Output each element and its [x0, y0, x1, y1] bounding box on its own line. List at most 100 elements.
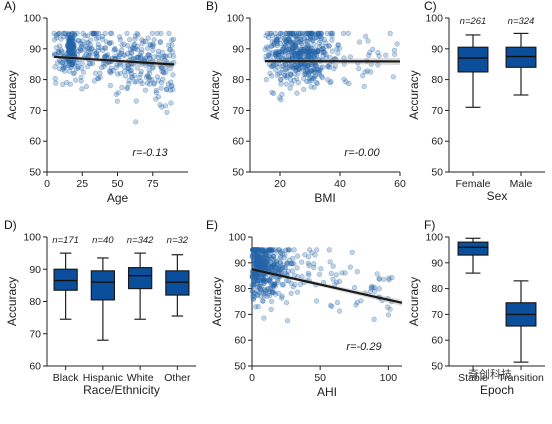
data-point	[269, 64, 275, 70]
data-point	[275, 290, 281, 296]
data-point	[71, 51, 77, 57]
y-tick-label: 60	[431, 335, 443, 347]
data-point	[312, 67, 319, 73]
data-point	[66, 58, 73, 65]
data-point	[283, 277, 290, 284]
data-point	[121, 64, 127, 70]
data-point	[69, 49, 75, 55]
data-point	[272, 261, 278, 267]
data-point	[67, 38, 74, 45]
data-point	[345, 30, 351, 37]
data-point	[253, 261, 259, 267]
data-point	[363, 33, 369, 39]
data-point	[356, 66, 362, 72]
data-point	[66, 49, 72, 55]
data-point	[294, 50, 301, 56]
data-point	[66, 31, 72, 38]
data-point	[253, 247, 259, 253]
data-point	[251, 250, 257, 256]
data-point	[266, 247, 272, 253]
data-point	[282, 73, 288, 79]
data-point	[305, 63, 311, 69]
data-point	[330, 276, 336, 282]
data-point	[264, 30, 271, 37]
data-point	[371, 285, 378, 291]
data-point	[127, 53, 133, 59]
data-point	[269, 39, 275, 45]
data-point	[253, 247, 259, 253]
data-point	[269, 274, 275, 281]
data-point	[164, 86, 170, 93]
data-point	[132, 33, 138, 39]
data-point	[294, 35, 300, 42]
data-point	[55, 31, 61, 38]
data-point	[288, 290, 294, 296]
data-point	[114, 62, 120, 68]
data-point	[281, 44, 287, 50]
data-point	[170, 87, 176, 93]
data-point	[279, 49, 285, 55]
data-point	[270, 283, 276, 289]
data-point	[290, 47, 297, 53]
data-point	[269, 264, 275, 270]
data-point	[159, 64, 165, 71]
data-point	[250, 247, 256, 253]
data-point	[319, 49, 325, 56]
data-point	[108, 30, 115, 37]
data-point	[301, 64, 307, 70]
data-point	[267, 70, 273, 76]
data-point	[294, 45, 300, 51]
data-point	[67, 81, 73, 87]
y-tick-label: 90	[29, 264, 41, 276]
data-point	[71, 42, 77, 48]
data-point	[254, 254, 260, 260]
data-point	[69, 60, 75, 66]
data-point	[85, 40, 91, 46]
data-point	[101, 53, 108, 59]
n-label: n=342	[127, 235, 154, 246]
data-point	[159, 104, 165, 110]
data-point	[255, 263, 261, 269]
data-point	[254, 288, 260, 294]
data-point	[279, 251, 285, 257]
data-point	[255, 247, 261, 253]
data-point	[302, 252, 308, 258]
data-point	[66, 38, 72, 44]
data-point	[288, 71, 294, 77]
data-point	[255, 247, 261, 253]
box	[90, 270, 116, 301]
data-point	[271, 253, 277, 259]
data-point	[310, 66, 317, 72]
data-point	[254, 251, 261, 257]
x-axis-title: BMI	[314, 191, 335, 205]
data-point	[318, 38, 324, 44]
box	[457, 241, 489, 256]
data-point	[66, 49, 72, 55]
data-point	[67, 36, 73, 42]
data-point	[263, 259, 269, 265]
data-point	[255, 253, 261, 259]
data-point	[84, 45, 90, 51]
data-point	[256, 274, 262, 280]
data-point	[70, 61, 76, 68]
data-point	[155, 77, 161, 84]
data-point	[69, 30, 75, 37]
data-point	[56, 50, 62, 56]
data-point	[257, 263, 263, 269]
data-point	[302, 62, 308, 68]
y-tick-label: 70	[234, 309, 246, 321]
data-point	[70, 35, 76, 41]
data-point	[270, 253, 276, 259]
data-point	[268, 247, 274, 253]
panel-label: D)	[4, 218, 17, 232]
data-point	[257, 262, 263, 268]
data-point	[258, 252, 264, 258]
data-point	[318, 64, 324, 71]
data-point	[260, 260, 266, 266]
data-point	[68, 48, 74, 54]
data-point	[66, 47, 72, 53]
data-point	[327, 30, 334, 37]
data-point	[292, 51, 298, 58]
data-point	[145, 74, 151, 80]
